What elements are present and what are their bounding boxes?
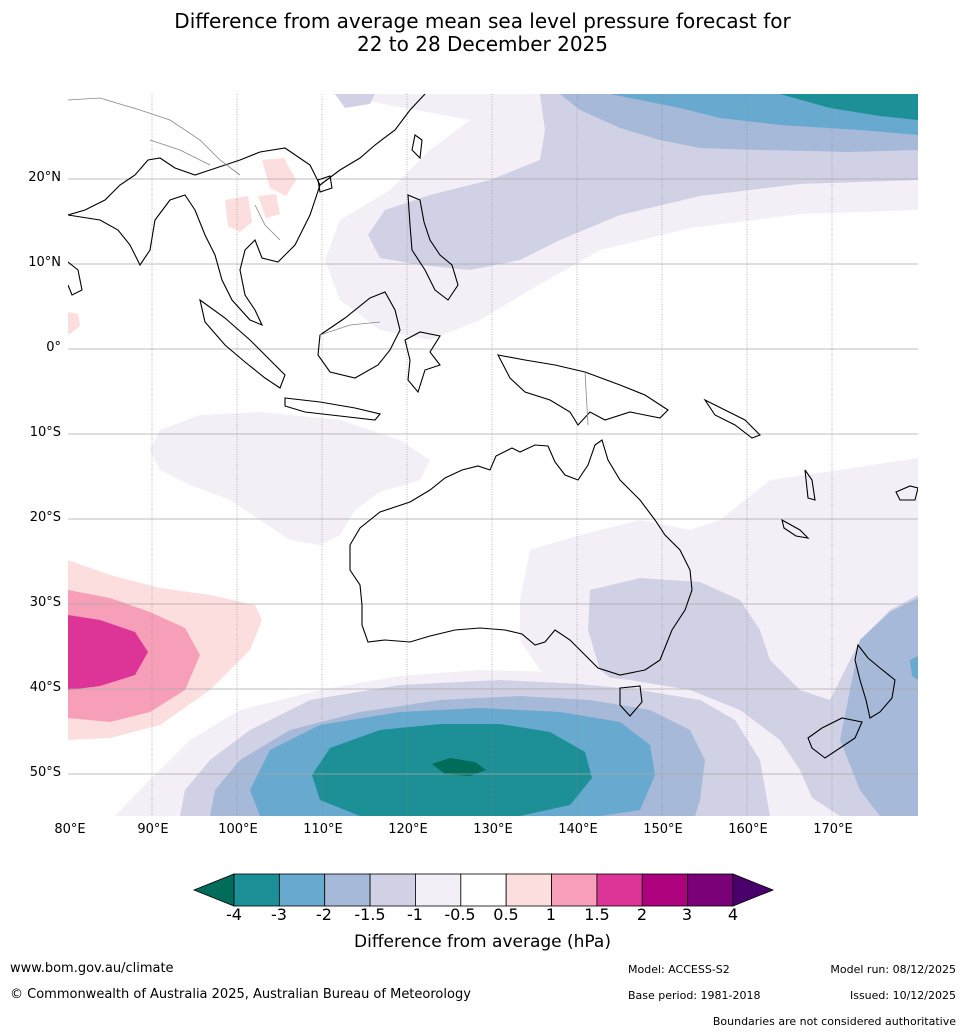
lat-tick-30s: 30°S — [29, 595, 61, 610]
legend-label-11: 4 — [727, 905, 739, 924]
footer-disclaimer: Boundaries are not considered authoritat… — [712, 1015, 956, 1028]
lon-tick-120e: 120°E — [388, 822, 428, 837]
lon-tick-140e: 140°E — [558, 822, 598, 837]
australia-coast — [349, 439, 693, 676]
new-caledonia — [781, 518, 810, 539]
anomaly-field — [68, 94, 918, 816]
legend-label-3: -1.5 — [354, 905, 386, 924]
title-line-1: Difference from average mean sea level p… — [174, 9, 791, 33]
indian-ocean-low — [150, 412, 430, 545]
southern-ocean-core — [432, 758, 486, 776]
sulawesi-coast — [404, 331, 441, 394]
nz-south-island — [807, 717, 863, 759]
indochina-high-3 — [262, 158, 296, 196]
java-coast — [284, 397, 381, 421]
legend-label-5: -0.5 — [444, 905, 476, 924]
lat-tick-10n: 10°N — [28, 255, 61, 270]
footer-copyright: © Commonwealth of Australia 2025, Austra… — [10, 987, 471, 1002]
lat-tick-50s: 50°S — [29, 765, 61, 780]
legend-swatch-10 — [687, 873, 734, 907]
legend-colorbar — [192, 873, 775, 907]
legend-label-4: -1 — [407, 905, 423, 924]
indochina-high-2 — [258, 194, 280, 218]
legend-label-9: 2 — [636, 905, 648, 924]
legend-label-0: -4 — [226, 905, 242, 924]
indochina-high-1 — [225, 196, 252, 232]
legend-label-10: 3 — [681, 905, 693, 924]
lat-tick-40s: 40°S — [29, 680, 61, 695]
west-high-15 — [68, 615, 148, 690]
nz-low-3 — [910, 656, 918, 680]
legend-swatch-4 — [415, 873, 462, 907]
sumatra-coast — [199, 298, 286, 389]
legend-swatch-9 — [641, 873, 689, 907]
legend-swatch-3 — [369, 873, 416, 907]
lon-tick-90e: 90°E — [137, 822, 169, 837]
legend-high-extend — [732, 873, 775, 907]
lon-tick-80e: 80°E — [54, 822, 86, 837]
fiji — [895, 485, 918, 501]
pressure-anomaly-map — [68, 94, 918, 816]
legend-label-7: 1 — [545, 905, 557, 924]
west-edge-high — [68, 312, 80, 334]
legend-swatch-6 — [505, 873, 552, 907]
lon-tick-170e: 170°E — [813, 822, 853, 837]
tasmania-coast — [619, 685, 643, 717]
new-guinea-coast — [496, 354, 669, 426]
latitude-lines — [68, 178, 918, 775]
country-borders — [68, 97, 589, 426]
lon-tick-160e: 160°E — [728, 822, 768, 837]
title-line-2: 22 to 28 December 2025 — [356, 32, 608, 56]
vanuatu — [804, 469, 816, 501]
hainan-coast — [317, 175, 333, 193]
legend-label-6: 0.5 — [493, 905, 519, 924]
legend-swatch-2 — [324, 873, 371, 907]
lat-tick-20n: 20°N — [28, 170, 61, 185]
map-title: Difference from average mean sea level p… — [0, 10, 965, 56]
philippines-coast — [407, 194, 459, 301]
mainland-asia-coast — [68, 147, 321, 327]
lon-tick-150e: 150°E — [643, 822, 683, 837]
taiwan-coast — [411, 134, 423, 160]
legend-label-2: -2 — [316, 905, 332, 924]
lon-tick-100e: 100°E — [218, 822, 258, 837]
footer-url[interactable]: www.bom.gov.au/climate — [10, 961, 174, 976]
footer-model-run: Model run: 08/12/2025 — [830, 963, 956, 976]
graticule — [151, 94, 833, 816]
legend-swatch-8 — [596, 873, 643, 907]
legend-low-extend — [192, 873, 235, 907]
footer-issued: Issued: 10/12/2025 — [849, 989, 956, 1002]
lon-tick-110e: 110°E — [303, 822, 343, 837]
legend-label-1: -3 — [271, 905, 287, 924]
legend-swatch-5 — [460, 873, 507, 907]
lat-tick-10s: 10°S — [29, 425, 61, 440]
borneo-coast — [317, 291, 401, 379]
legend-label-8: 1.5 — [584, 905, 610, 924]
lat-tick-20s: 20°S — [29, 510, 61, 525]
solomon-islands — [703, 398, 761, 439]
footer-base-period: Base period: 1981-2018 — [628, 989, 761, 1002]
legend-swatch-7 — [551, 873, 598, 907]
coastlines — [68, 94, 918, 759]
nz-low-2 — [840, 598, 918, 816]
nz-north-island — [854, 643, 896, 719]
footer-model: Model: ACCESS-S2 — [628, 963, 730, 976]
lat-tick-0: 0° — [46, 340, 61, 355]
lon-tick-130e: 130°E — [473, 822, 513, 837]
north-pacific-low-4 — [780, 94, 918, 120]
tasman-low-15 — [588, 578, 918, 816]
north-corner-low — [335, 94, 375, 108]
legend-title: Difference from average (hPa) — [354, 932, 611, 952]
legend-swatches — [233, 873, 734, 907]
sri-lanka-coast — [68, 261, 83, 296]
legend-swatch-1 — [278, 873, 326, 907]
china-coast — [319, 94, 426, 186]
legend-swatch-0 — [233, 873, 280, 907]
